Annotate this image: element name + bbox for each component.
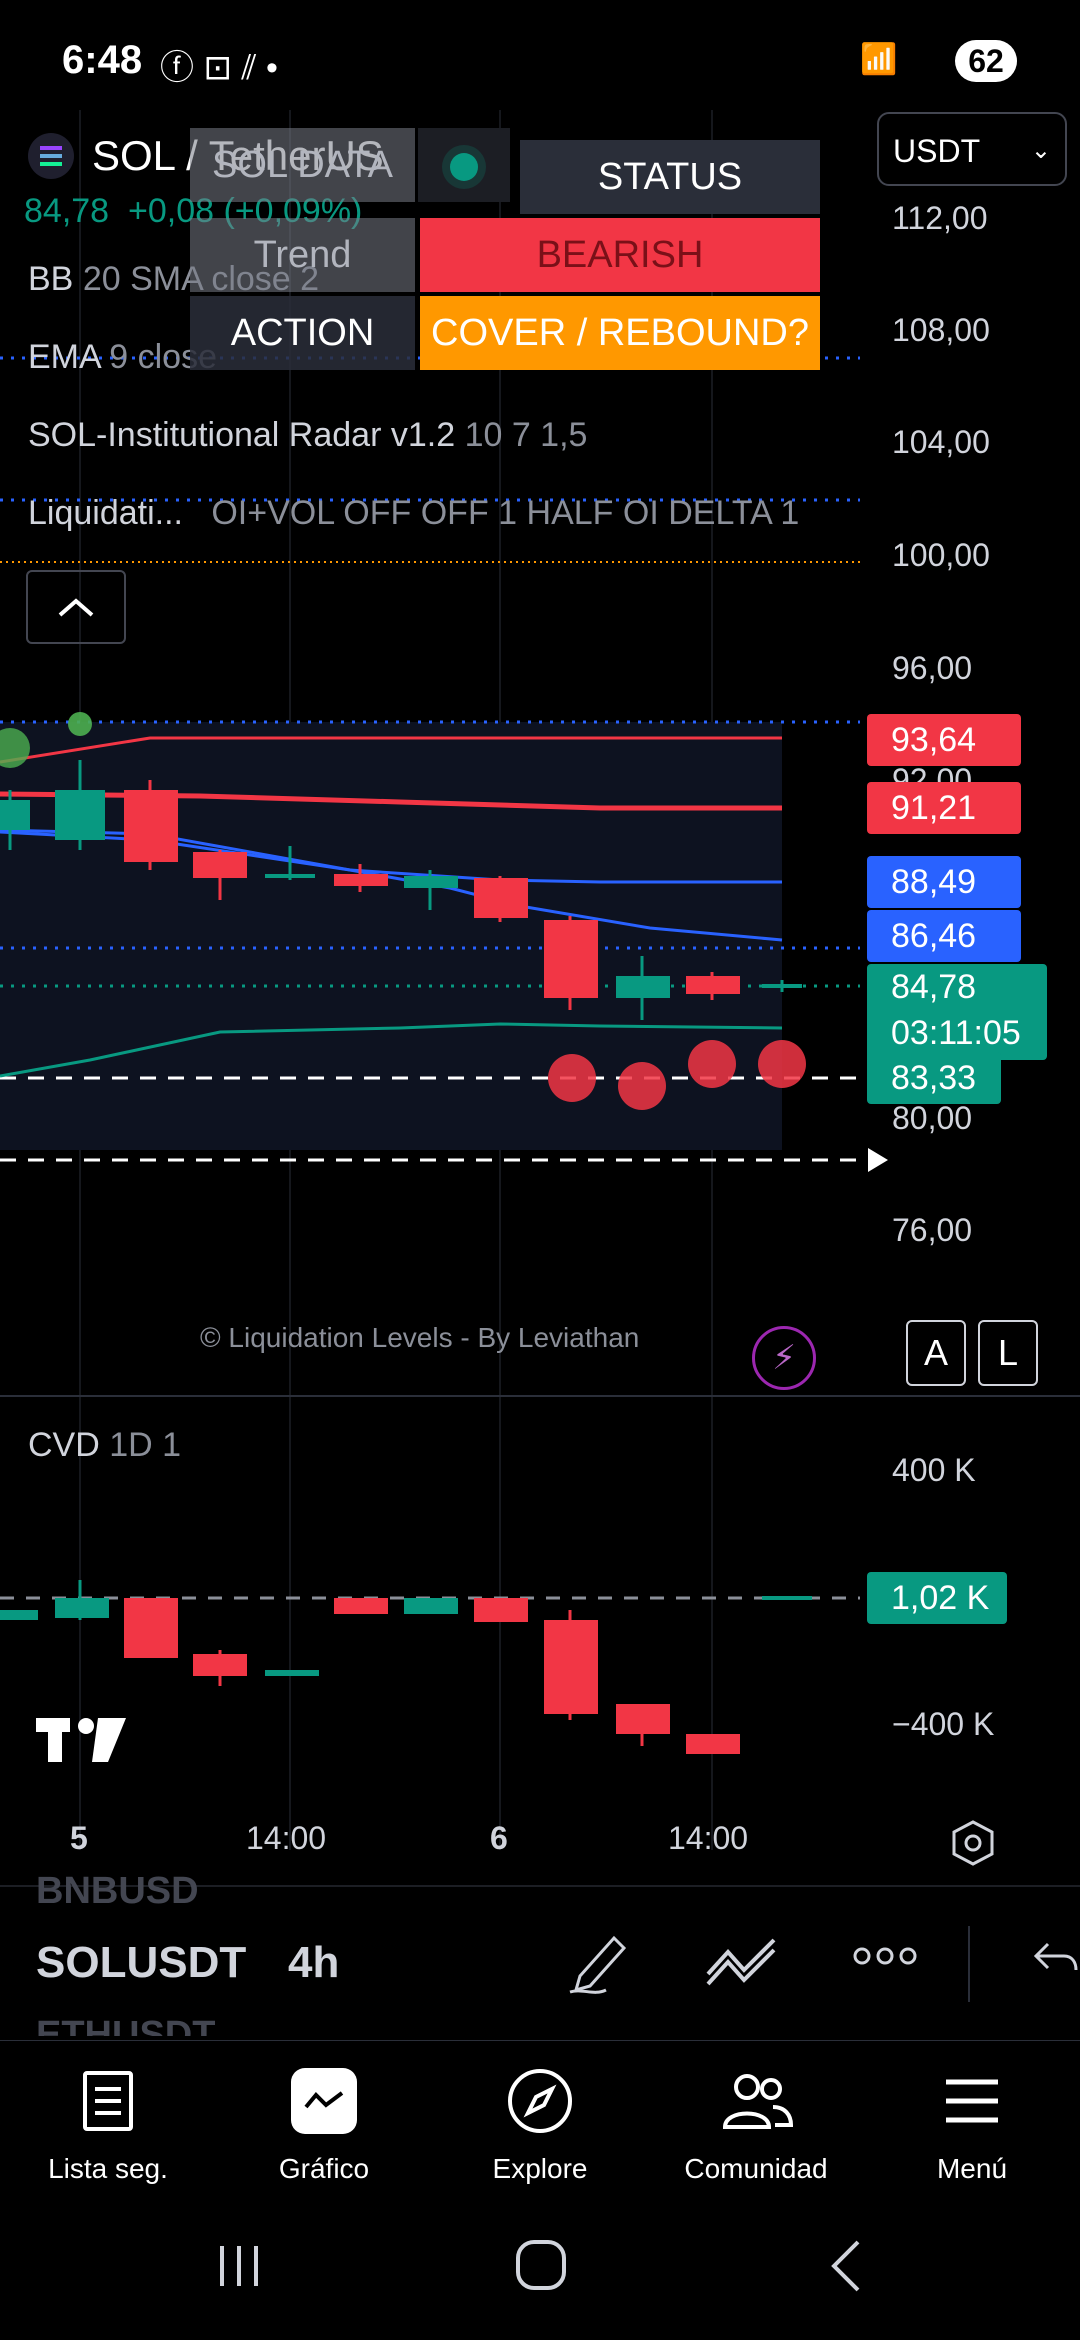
status-header: STATUS <box>520 140 820 214</box>
legend-ema[interactable]: EMA 9 close <box>28 338 217 376</box>
home-icon <box>516 2240 566 2290</box>
nav-label: Comunidad <box>684 2153 828 2184</box>
symbol-toolbar: BNBUSD SOLUSDT ETHUSDT 4h <box>0 1870 1080 2036</box>
indicators-icon <box>706 1938 776 1986</box>
lightning-icon: ⚡ <box>772 1339 796 1377</box>
menu-icon <box>946 2079 998 2123</box>
price-tag-bb-upper: 93,64 <box>867 714 1021 766</box>
bar-countdown: 03:11:05 <box>891 1014 1021 1052</box>
log-scale-button[interactable]: L <box>978 1320 1038 1386</box>
system-navigation <box>0 2220 1080 2340</box>
axis-price: 80,00 <box>892 1100 973 1136</box>
more-horizontal-icon <box>853 1947 917 1965</box>
axis-price: 100,00 <box>892 537 990 573</box>
dot-icon: • <box>266 49 278 87</box>
legend-liquidation[interactable]: Liquidati... OI+VOL OFF OFF 1 HALF OI DE… <box>28 494 800 532</box>
tradingview-logo-icon <box>36 1718 126 1762</box>
chart-settings-button[interactable] <box>948 1818 998 1873</box>
hexagon-settings-icon <box>952 1820 994 1866</box>
prev-symbol[interactable]: BNBUSD <box>36 1870 199 1912</box>
nav-label: Gráfico <box>278 2153 370 2184</box>
price-tag-blue-2: 86,46 <box>867 910 1021 962</box>
trend-value: BEARISH <box>420 218 820 292</box>
indicators-button[interactable] <box>704 1930 780 1995</box>
main-chart[interactable]: SOL / TetherUS 84,78 +0,08 (+0,09%) BB 2… <box>0 110 1080 1960</box>
x-axis-label: 14:00 <box>668 1820 749 1856</box>
watchlist-icon <box>83 2071 133 2131</box>
cvd-value-tag: 1,02 K <box>867 1572 1007 1624</box>
undo-button[interactable] <box>1030 1936 1080 1981</box>
status-time: 6:48 <box>62 38 143 82</box>
trend-label: Trend <box>190 218 415 292</box>
status-dot-cell <box>418 128 510 202</box>
collapse-legend-button[interactable] <box>26 570 126 644</box>
lightning-button[interactable]: ⚡ <box>752 1326 816 1390</box>
community-icon <box>722 2074 793 2129</box>
undo-icon <box>1033 1942 1078 1971</box>
pencil-icon <box>569 1935 627 1994</box>
bottom-navigation: Lista seg. Gráfico Explore Comunidad Men… <box>0 2040 1080 2221</box>
sol-data-table: SOL DATA STATUS Trend BEARISH ACTION COV… <box>190 128 835 370</box>
axis-price: 104,00 <box>892 424 990 460</box>
nav-label: Explore <box>492 2153 588 2184</box>
axis-price: 108,00 <box>892 312 990 348</box>
chart-icon <box>291 2068 357 2134</box>
auto-scale-button[interactable]: A <box>906 1320 966 1386</box>
drawing-tool-button[interactable] <box>566 1926 630 2001</box>
nav-watchlist[interactable]: Lista seg. <box>8 2061 208 2185</box>
chevron-up-icon <box>58 598 94 617</box>
status-dot-icon <box>450 152 478 181</box>
chevron-down-icon: ⌄ <box>1030 137 1051 164</box>
toolbar-divider <box>968 1926 970 2002</box>
screenshot-icon: ⊡ <box>203 49 232 87</box>
watermark: © Liquidation Levels - By Leviathan <box>200 1322 640 1353</box>
cvd-axis-bottom: −400 K <box>892 1706 995 1742</box>
nav-label: Menú <box>936 2153 1008 2184</box>
table-title: SOL DATA <box>190 128 415 202</box>
nav-community[interactable]: Comunidad <box>656 2061 856 2185</box>
cvd-axis-top: 400 K <box>892 1452 976 1488</box>
solana-logo-icon <box>28 133 74 179</box>
facebook-icon: ⓕ <box>160 49 194 87</box>
price-tag-blue-1: 88,49 <box>867 856 1021 908</box>
x-axis-label: 5 <box>70 1820 88 1856</box>
last-price: 84,78 <box>24 192 110 230</box>
currency-select[interactable]: USDT ⌄ <box>877 112 1067 186</box>
price-tag-level: 83,33 <box>867 1052 1001 1104</box>
back-icon <box>831 2240 860 2292</box>
nav-explore[interactable]: Explore <box>440 2061 640 2185</box>
legend-cvd[interactable]: CVD 1D 1 <box>28 1426 182 1464</box>
back-button[interactable] <box>826 2238 866 2299</box>
home-button[interactable] <box>514 2238 568 2297</box>
axis-price: 112,00 <box>892 200 988 236</box>
x-axis-label: 14:00 <box>246 1820 327 1856</box>
price-tag-ema: 91,21 <box>867 782 1021 834</box>
recent-apps-icon <box>220 2246 258 2286</box>
wifi-signal-icon: 📶 <box>860 43 898 76</box>
recent-apps-button[interactable] <box>214 2240 264 2295</box>
status-bar: 6:48 ⓕ ⊡ ⫽ • 📶 62 <box>0 0 1080 110</box>
nav-menu[interactable]: Menú <box>872 2061 1072 2185</box>
legend-radar[interactable]: SOL-Institutional Radar v1.2 10 7 1,5 <box>28 416 588 454</box>
chart-canvas[interactable] <box>0 110 1080 1960</box>
compass-icon <box>508 2069 572 2133</box>
more-options-button[interactable] <box>852 1936 918 1981</box>
last-price-tag: 84,78 03:11:05 <box>867 964 1047 1060</box>
interval-button[interactable]: 4h <box>288 1938 340 1987</box>
symbol-picker[interactable]: SOLUSDT <box>36 1938 247 1987</box>
action-label: ACTION <box>190 296 415 370</box>
nav-label: Lista seg. <box>48 2153 168 2184</box>
nav-chart[interactable]: Gráfico <box>224 2061 424 2185</box>
x-axis-label: 6 <box>490 1820 508 1856</box>
battery-indicator: 62 <box>955 40 1017 82</box>
next-symbol[interactable]: ETHUSDT <box>36 2014 216 2036</box>
axis-price: 96,00 <box>892 650 973 686</box>
wifi-calling-icon: ⫽ <box>241 49 257 87</box>
notification-icons: ⓕ ⊡ ⫽ • <box>160 40 278 89</box>
axis-price: 76,00 <box>892 1212 973 1248</box>
action-value: COVER / REBOUND? <box>420 296 820 370</box>
